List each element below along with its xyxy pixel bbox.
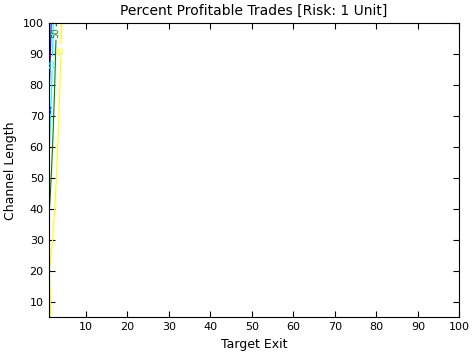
Text: 65: 65 xyxy=(44,48,53,59)
Text: 60: 60 xyxy=(44,104,54,114)
Text: 45: 45 xyxy=(56,45,65,56)
X-axis label: Target Exit: Target Exit xyxy=(221,338,287,351)
Text: 50: 50 xyxy=(52,28,61,38)
Text: 55: 55 xyxy=(47,58,57,69)
Title: Percent Profitable Trades [Risk: 1 Unit]: Percent Profitable Trades [Risk: 1 Unit] xyxy=(120,4,388,18)
Y-axis label: Channel Length: Channel Length xyxy=(4,121,17,220)
